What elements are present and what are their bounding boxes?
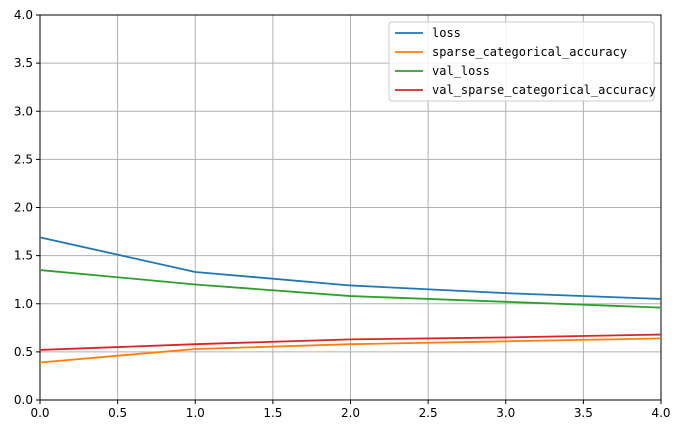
- legend: loss sparse_categorical_accuracy val_lossv…: [389, 22, 656, 101]
- y-tick-label: 4.0: [14, 8, 33, 22]
- y-tick-label: 0.5: [14, 345, 33, 359]
- y-tick-label: 3.0: [14, 104, 33, 118]
- legend-label: sparse_categorical_accuracy: [432, 45, 627, 59]
- legend-label: val_sparse_categorical_accuracy: [432, 83, 656, 97]
- y-tick-label: 3.5: [14, 56, 33, 70]
- y-tick-label: 0.0: [14, 393, 33, 407]
- x-tick-label: 3.0: [496, 406, 515, 420]
- legend-label: val_loss: [432, 64, 490, 78]
- y-tick-label: 1.0: [14, 297, 33, 311]
- x-tick-label: 4.0: [651, 406, 670, 420]
- x-tick-label: 1.5: [263, 406, 282, 420]
- y-tick-label: 2.5: [14, 152, 33, 166]
- x-tick-label: 3.5: [574, 406, 593, 420]
- y-tick-label: 2.0: [14, 201, 33, 215]
- legend-label: loss: [432, 26, 461, 40]
- x-tick-label: 2.5: [419, 406, 438, 420]
- x-tick-label: 1.0: [186, 406, 205, 420]
- y-tick-label: 1.5: [14, 249, 33, 263]
- x-tick-label: 2.0: [341, 406, 360, 420]
- x-tick-label: 0.0: [30, 406, 49, 420]
- x-tick-label: 0.5: [108, 406, 127, 420]
